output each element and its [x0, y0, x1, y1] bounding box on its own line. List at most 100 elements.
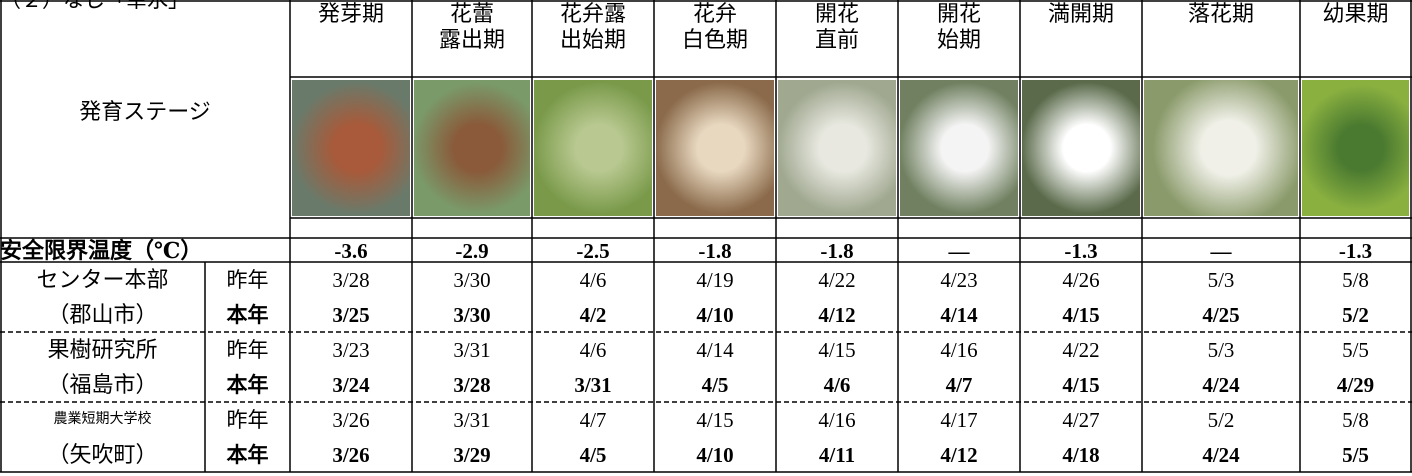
date: 4/11 — [818, 443, 856, 467]
year-label: 本年 — [226, 303, 269, 327]
date: 3/26 — [332, 443, 370, 467]
stage-name: 花弁 — [692, 1, 737, 26]
date: 4/15 — [818, 338, 856, 362]
station-place: （福島市） — [47, 372, 158, 397]
date: 4/19 — [696, 268, 734, 292]
date: 3/30 — [453, 303, 491, 327]
date: 3/25 — [332, 303, 370, 327]
date: 4/5 — [579, 443, 607, 467]
date: 4/7 — [579, 408, 607, 432]
date: 4/22 — [818, 268, 856, 292]
date: 4/16 — [940, 338, 978, 362]
stage-label: 発育ステージ — [79, 99, 211, 124]
year-label: 本年 — [226, 443, 269, 467]
date: 4/25 — [1202, 303, 1240, 327]
stage-photo — [534, 80, 652, 216]
date: 4/2 — [579, 303, 607, 327]
stage-photo — [900, 80, 1018, 216]
date: 4/24 — [1202, 373, 1240, 397]
date: 5/3 — [1207, 338, 1235, 362]
date: 3/31 — [574, 373, 612, 397]
stage-name: 幼果期 — [1322, 1, 1389, 26]
date: 5/2 — [1207, 408, 1235, 432]
safety-value: -1.8 — [698, 239, 732, 263]
year-label: 本年 — [226, 373, 269, 397]
date: 5/5 — [1342, 443, 1369, 467]
date: 4/29 — [1336, 373, 1375, 397]
stage-photo — [1022, 80, 1140, 216]
date: 4/22 — [1062, 338, 1100, 362]
date: 4/15 — [1062, 303, 1100, 327]
date: 5/8 — [1342, 408, 1369, 432]
stage-name: 出始期 — [559, 27, 626, 52]
stage-photo — [778, 80, 896, 216]
date: 4/12 — [818, 303, 856, 327]
stage-photo — [1144, 80, 1298, 216]
safety-value: -1.3 — [1064, 239, 1098, 263]
date: 3/28 — [453, 373, 491, 397]
stage-name: 発芽期 — [317, 1, 384, 26]
date: 4/12 — [940, 443, 978, 467]
station-name: 果樹研究所 — [47, 337, 158, 362]
stage-name: 始期 — [936, 27, 981, 52]
date: 5/5 — [1342, 338, 1369, 362]
stage-name: 開花 — [814, 1, 859, 26]
date: 4/18 — [1062, 443, 1100, 467]
safety-value: — — [948, 239, 970, 263]
safety-label: 安全限界温度（℃） — [0, 238, 203, 263]
year-label: 昨年 — [226, 338, 269, 362]
date: 5/3 — [1207, 268, 1235, 292]
date: 4/16 — [818, 408, 856, 432]
stage-name: 開花 — [936, 1, 981, 26]
date: 3/29 — [453, 443, 491, 467]
title: （２）なし「幸水」 — [0, 0, 189, 12]
date: 4/23 — [940, 268, 978, 292]
station-name: センター本部 — [36, 267, 169, 292]
date: 4/24 — [1202, 443, 1240, 467]
date: 4/5 — [701, 373, 729, 397]
date: 4/6 — [579, 338, 607, 362]
date: 5/2 — [1342, 303, 1369, 327]
date: 3/28 — [332, 268, 370, 292]
date: 4/10 — [696, 303, 734, 327]
date: 3/31 — [453, 408, 491, 432]
date: 4/17 — [940, 408, 978, 432]
stage-photo — [414, 80, 530, 216]
date: 3/23 — [332, 338, 370, 362]
station-place: （郡山市） — [47, 302, 158, 327]
stage-name: 露出期 — [438, 27, 505, 52]
stage-name: 直前 — [814, 27, 859, 52]
date: 4/15 — [696, 408, 734, 432]
date: 4/27 — [1062, 408, 1100, 432]
date: 4/6 — [823, 373, 851, 397]
safety-value: -2.9 — [455, 239, 489, 263]
stage-name: 花蕾 — [449, 1, 494, 26]
date: 3/31 — [453, 338, 491, 362]
date: 4/26 — [1062, 268, 1100, 292]
safety-value: -1.8 — [820, 239, 854, 263]
date: 4/14 — [940, 303, 978, 327]
safety-value: -3.6 — [334, 239, 368, 263]
safety-value: -2.5 — [576, 239, 610, 263]
safety-value: -1.3 — [1338, 239, 1373, 263]
stage-photo — [656, 80, 774, 216]
date: 3/24 — [332, 373, 370, 397]
stage-name: 満開期 — [1047, 1, 1114, 26]
date: 4/6 — [579, 268, 607, 292]
stage-photo — [292, 80, 410, 216]
date: 3/26 — [332, 408, 370, 432]
date: 4/7 — [945, 373, 973, 397]
date: 4/15 — [1062, 373, 1100, 397]
date: 3/30 — [453, 268, 491, 292]
year-label: 昨年 — [226, 408, 269, 432]
date: 4/10 — [696, 443, 734, 467]
stage-photo — [1302, 80, 1409, 216]
station-name: 農業短期大学校 — [53, 412, 152, 427]
station-place: （矢吹町） — [47, 442, 158, 467]
date: 4/14 — [696, 338, 734, 362]
stage-name: 白色期 — [681, 27, 748, 52]
stage-name: 花弁露 — [559, 1, 626, 26]
stage-name: 落花期 — [1187, 1, 1254, 26]
